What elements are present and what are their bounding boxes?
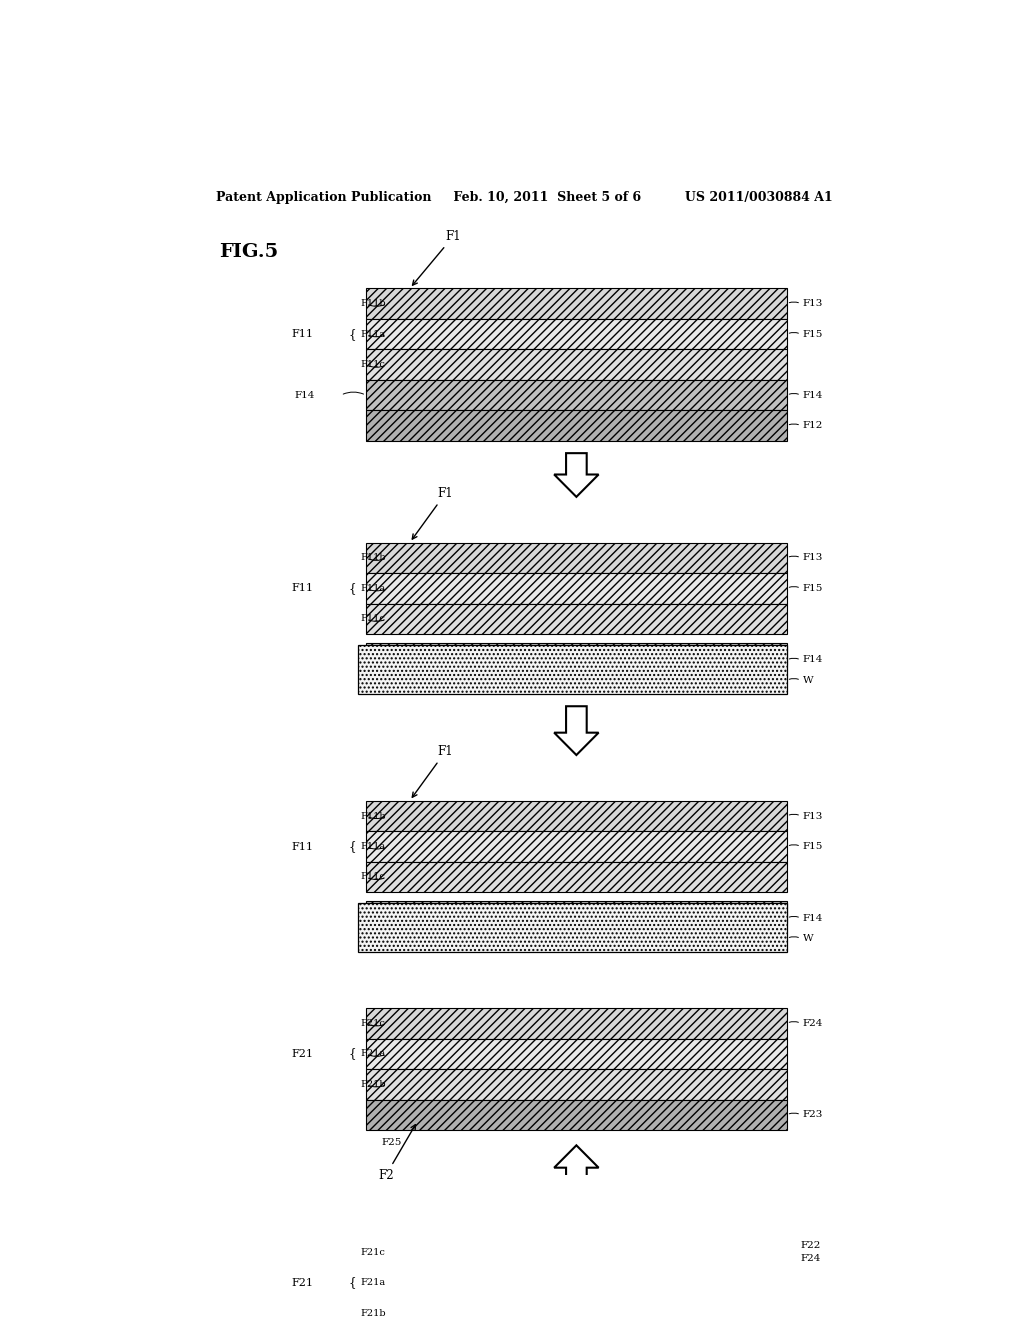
Text: F11: F11 — [291, 842, 313, 851]
Text: F14: F14 — [803, 913, 823, 923]
Text: F25: F25 — [382, 1138, 402, 1147]
Text: F24: F24 — [800, 1254, 820, 1263]
Text: {: { — [349, 1047, 356, 1060]
Bar — [367, 801, 786, 832]
Text: F21c: F21c — [360, 1019, 385, 1028]
Text: F11a: F11a — [360, 583, 386, 593]
Text: {: { — [349, 582, 356, 595]
Text: F1: F1 — [413, 230, 461, 285]
Text: F15: F15 — [803, 583, 823, 593]
Text: F11b: F11b — [360, 300, 386, 309]
Text: F13: F13 — [803, 300, 823, 309]
Bar — [367, 1008, 786, 1039]
Text: F21b: F21b — [360, 1080, 386, 1089]
Text: F24: F24 — [803, 1019, 823, 1028]
Bar — [367, 319, 786, 350]
Text: {: { — [349, 1276, 356, 1290]
Text: F11a: F11a — [360, 330, 386, 339]
Text: F11a: F11a — [360, 842, 386, 851]
Bar — [367, 380, 786, 411]
Bar — [367, 1298, 786, 1320]
Text: F1: F1 — [413, 487, 454, 539]
Text: F14: F14 — [803, 656, 823, 664]
Text: F22: F22 — [800, 1241, 820, 1250]
Bar — [367, 1039, 786, 1069]
Bar — [367, 1267, 786, 1298]
Bar — [367, 832, 786, 862]
Bar — [367, 902, 786, 923]
Bar — [367, 1100, 786, 1130]
Text: F21b: F21b — [360, 1308, 386, 1317]
Polygon shape — [554, 1146, 599, 1191]
Bar — [358, 903, 786, 952]
Bar — [367, 643, 786, 664]
Text: Patent Application Publication     Feb. 10, 2011  Sheet 5 of 6          US 2011/: Patent Application Publication Feb. 10, … — [216, 190, 834, 203]
Text: F12: F12 — [803, 421, 823, 430]
Bar — [367, 603, 786, 634]
Text: F21: F21 — [291, 1278, 313, 1287]
Text: FIG.5: FIG.5 — [219, 243, 279, 261]
Text: {: { — [349, 840, 356, 853]
Text: F21c: F21c — [360, 1247, 385, 1257]
Polygon shape — [554, 453, 599, 496]
Bar — [358, 645, 786, 694]
Bar — [367, 573, 786, 603]
Text: F21a: F21a — [360, 1049, 386, 1059]
Bar — [367, 411, 786, 441]
Text: F15: F15 — [803, 842, 823, 851]
Text: F14: F14 — [294, 391, 314, 400]
Text: F1: F1 — [413, 744, 454, 797]
Text: F21: F21 — [291, 1049, 313, 1059]
Bar — [367, 862, 786, 892]
Text: F11c: F11c — [360, 614, 385, 623]
Text: F11c: F11c — [360, 873, 385, 882]
Text: W: W — [803, 676, 813, 685]
Text: {: { — [349, 327, 356, 341]
Text: F21a: F21a — [360, 1278, 386, 1287]
Text: F13: F13 — [803, 812, 823, 821]
Text: F11: F11 — [291, 583, 313, 593]
Bar — [367, 289, 786, 319]
Bar — [367, 543, 786, 573]
Bar — [367, 1237, 786, 1267]
Text: F23: F23 — [803, 1110, 823, 1119]
Bar — [367, 1069, 786, 1100]
Text: F11b: F11b — [360, 553, 386, 562]
Text: F11b: F11b — [360, 812, 386, 821]
Polygon shape — [554, 706, 599, 755]
Text: F13: F13 — [803, 553, 823, 562]
Text: F11c: F11c — [360, 360, 385, 370]
Text: F15: F15 — [803, 330, 823, 339]
Bar — [367, 350, 786, 380]
Text: F11: F11 — [291, 329, 313, 339]
Text: F14: F14 — [803, 391, 823, 400]
Text: F2: F2 — [378, 1125, 416, 1181]
Text: W: W — [803, 935, 813, 942]
